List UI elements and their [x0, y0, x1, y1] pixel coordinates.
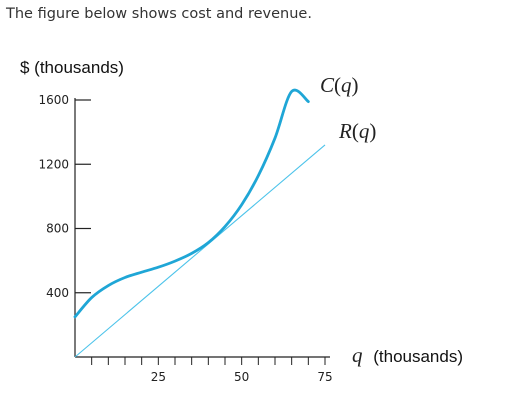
revenue-line — [74, 144, 326, 358]
y-ticks — [75, 99, 91, 294]
x-minor-ticks — [91, 357, 326, 365]
x-tick-labels: 25 50 75 — [151, 370, 333, 384]
x-axis-unit: (thousands) — [373, 347, 463, 366]
cost-label-close-paren: ) — [352, 73, 359, 97]
cost-curve — [73, 88, 310, 319]
axes — [74, 98, 330, 358]
x-tick-label: 50 — [234, 370, 249, 384]
revenue-label-open-paren: ( — [352, 119, 359, 143]
x-tick-label: 75 — [317, 370, 332, 384]
y-tick-label: 800 — [46, 222, 69, 236]
y-tick-labels: 400 800 1200 1600 — [38, 93, 69, 300]
y-axis-title: $ (thousands) — [20, 58, 124, 77]
intro-text: The figure below shows cost and revenue. — [6, 6, 312, 22]
cost-label-arg: q — [341, 73, 352, 97]
revenue-label-arg: q — [359, 119, 370, 143]
revenue-label-close-paren: ) — [369, 119, 376, 143]
cost-label-open-paren: ( — [334, 73, 341, 97]
x-axis-symbol: q — [352, 343, 363, 367]
revenue-label-letter: R — [338, 119, 352, 143]
x-axis-title: q (thousands) — [352, 343, 463, 367]
cost-label-letter: C — [320, 73, 335, 97]
cost-curve-label: C(q) — [320, 73, 359, 97]
x-tick-label: 25 — [151, 370, 166, 384]
revenue-line-label: R(q) — [338, 119, 376, 143]
y-tick-label: 1600 — [38, 93, 69, 107]
y-tick-label: 1200 — [38, 157, 69, 171]
y-tick-label: 400 — [46, 286, 69, 300]
